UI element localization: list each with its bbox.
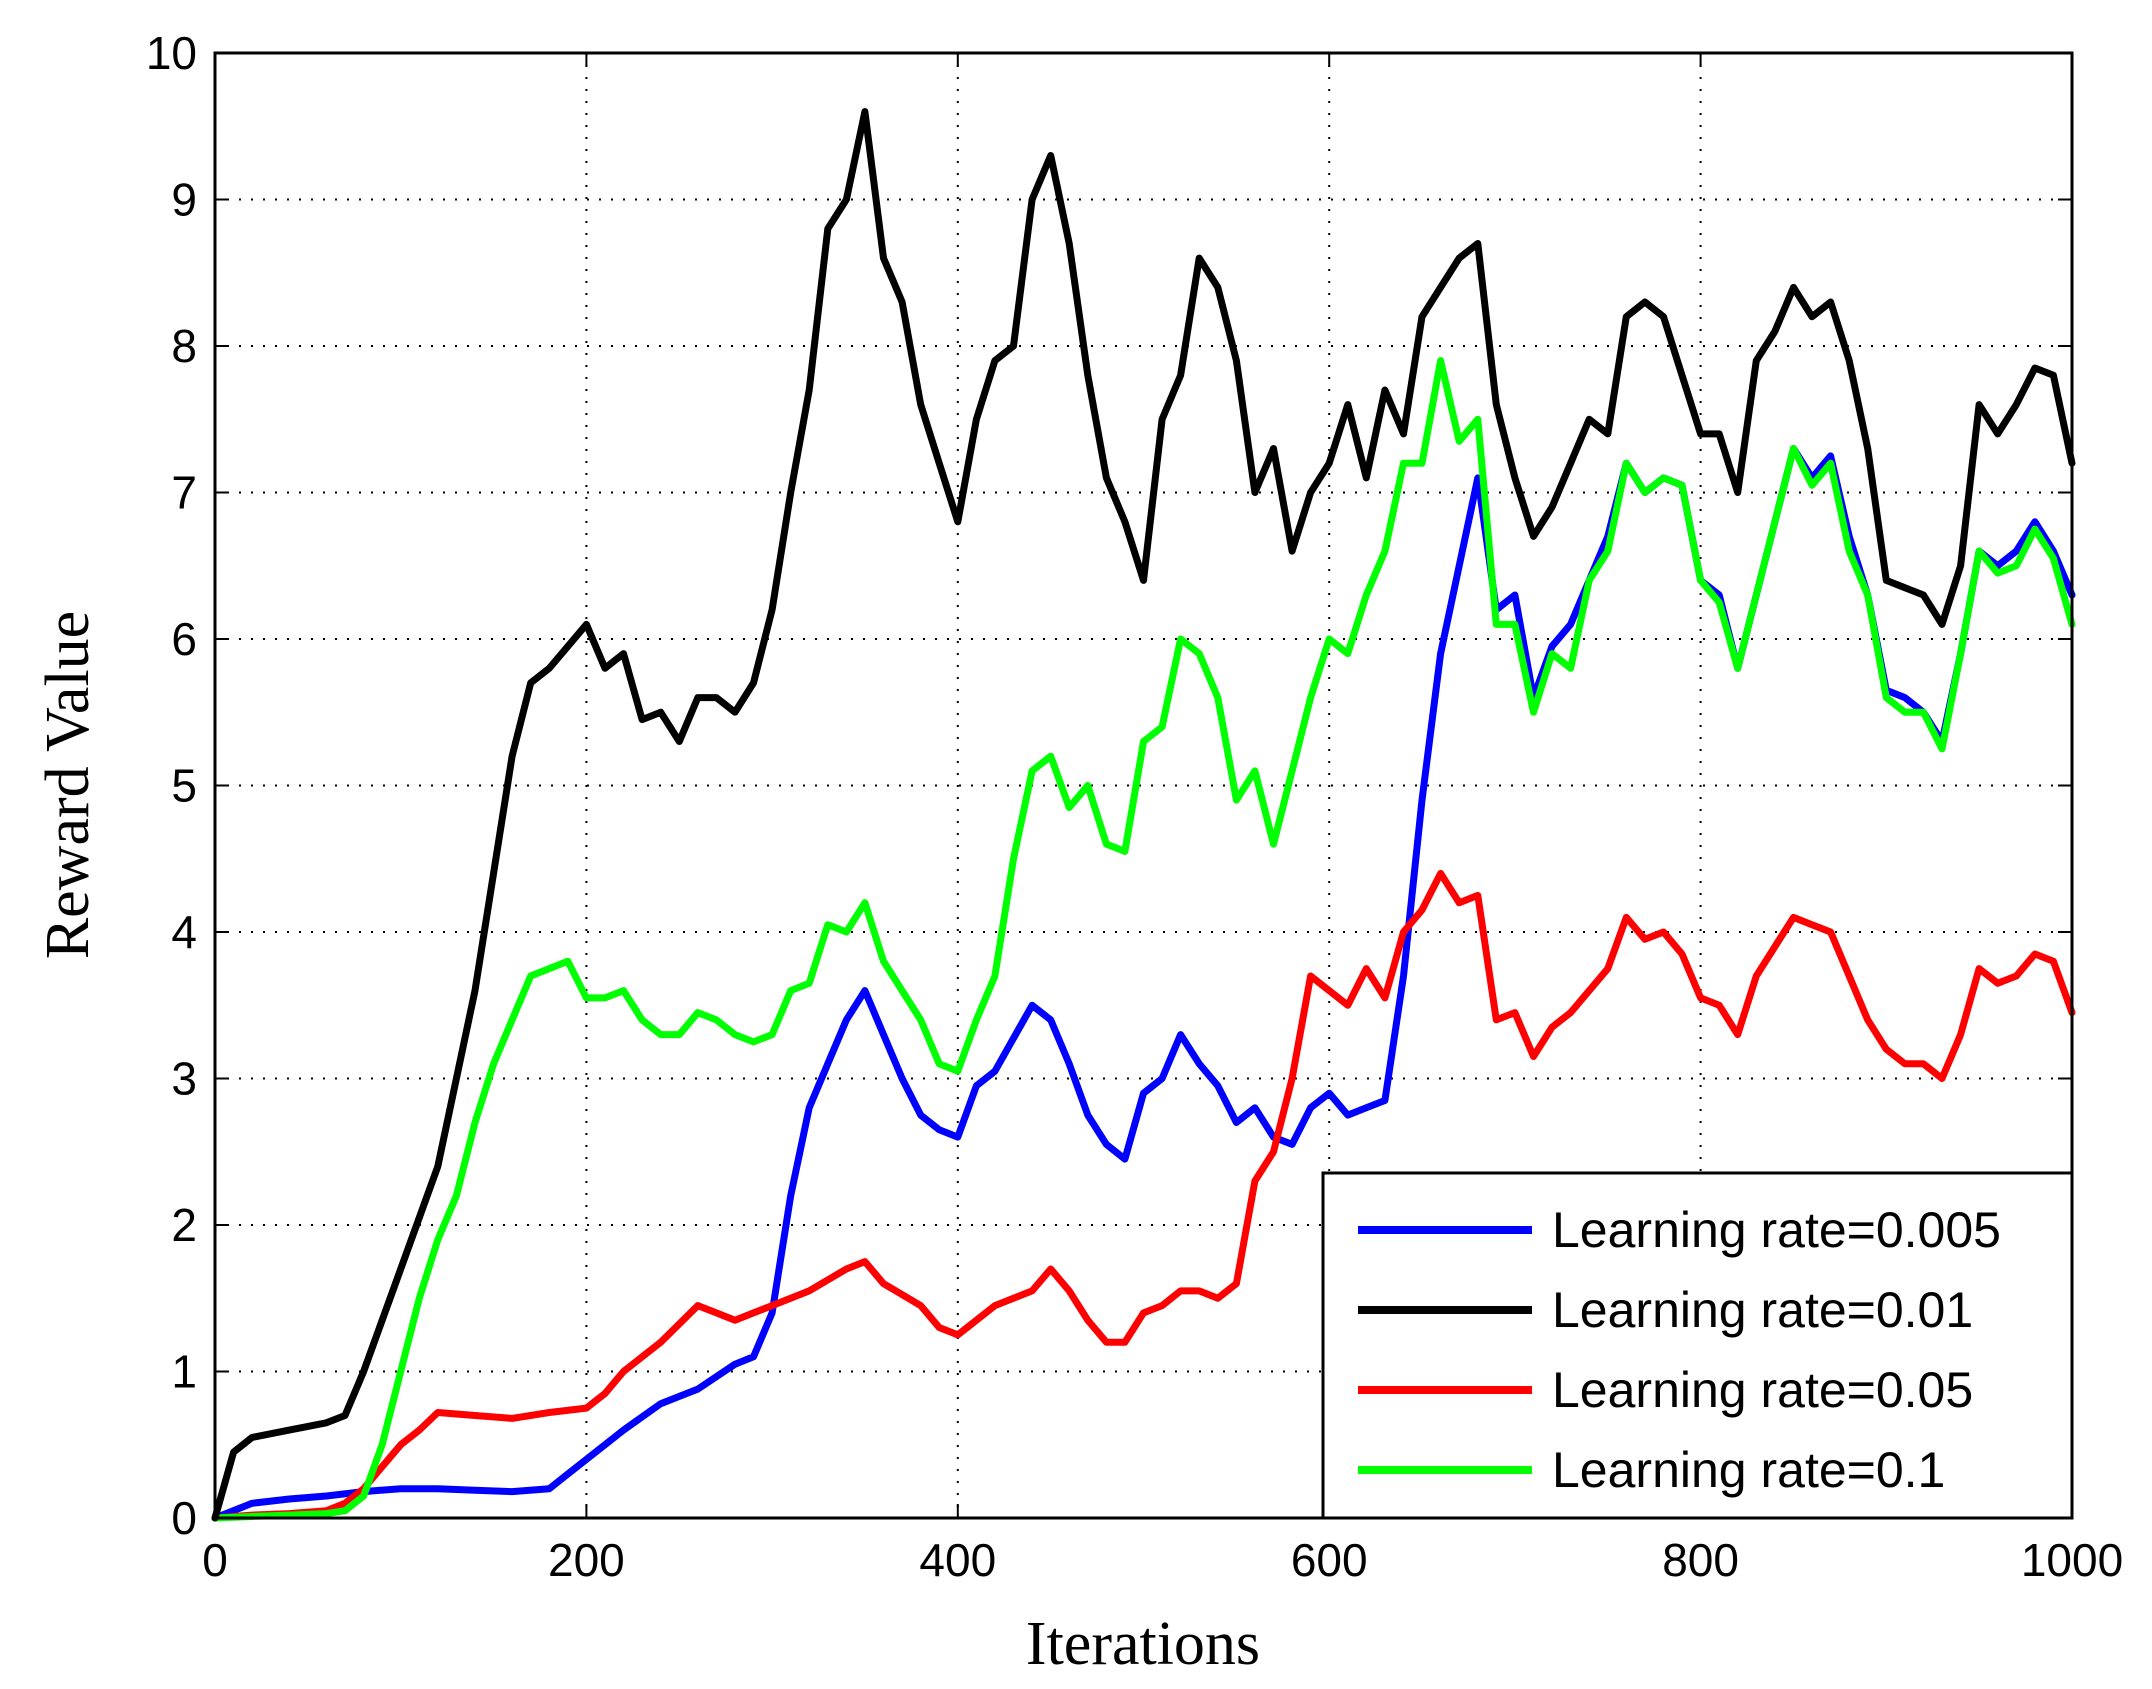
legend-label-0: Learning rate=0.005 xyxy=(1552,1202,2001,1258)
y-tick-label: 8 xyxy=(171,320,197,372)
y-axis-title: Reward Value xyxy=(34,611,102,959)
legend-items: Learning rate=0.005 Learning rate=0.01 Lea… xyxy=(1358,1202,2001,1498)
series-line-2 xyxy=(211,869,2076,1522)
series-line-3 xyxy=(211,357,2076,1522)
x-tick-label: 600 xyxy=(1291,1534,1368,1586)
y-tick-labels: 0 1 2 3 4 5 6 7 8 9 10 xyxy=(146,27,197,1544)
x-tick-label: 200 xyxy=(548,1534,625,1586)
series-line-1 xyxy=(211,108,2076,1522)
y-tick-label: 5 xyxy=(171,760,197,812)
x-tick-label: 400 xyxy=(919,1534,996,1586)
y-tick-label: 6 xyxy=(171,613,197,665)
y-tick-label: 2 xyxy=(171,1199,197,1251)
x-tick-label: 800 xyxy=(1662,1534,1739,1586)
series-lines xyxy=(211,108,2076,1522)
legend: Learning rate=0.005 Learning rate=0.01 Lea… xyxy=(1321,1171,2074,1520)
legend-label-2: Learning rate=0.05 xyxy=(1552,1362,1973,1418)
y-tick-label: 7 xyxy=(171,467,197,519)
x-tick-label: 1000 xyxy=(2021,1534,2123,1586)
x-tick-labels: 0 200 400 600 800 1000 xyxy=(202,1534,2123,1586)
y-tick-label: 1 xyxy=(171,1346,197,1398)
y-tick-label: 10 xyxy=(146,27,197,79)
y-tick-label: 3 xyxy=(171,1053,197,1105)
legend-label-1: Learning rate=0.01 xyxy=(1552,1282,1973,1338)
x-axis-title: Iterations xyxy=(1026,1610,1260,1678)
x-tick-label: 0 xyxy=(202,1534,228,1586)
y-tick-label: 0 xyxy=(171,1492,197,1544)
grid-lines xyxy=(215,53,2072,1518)
y-tick-label: 9 xyxy=(171,174,197,226)
y-tick-label: 4 xyxy=(171,906,197,958)
legend-label-3: Learning rate=0.1 xyxy=(1552,1442,1945,1498)
